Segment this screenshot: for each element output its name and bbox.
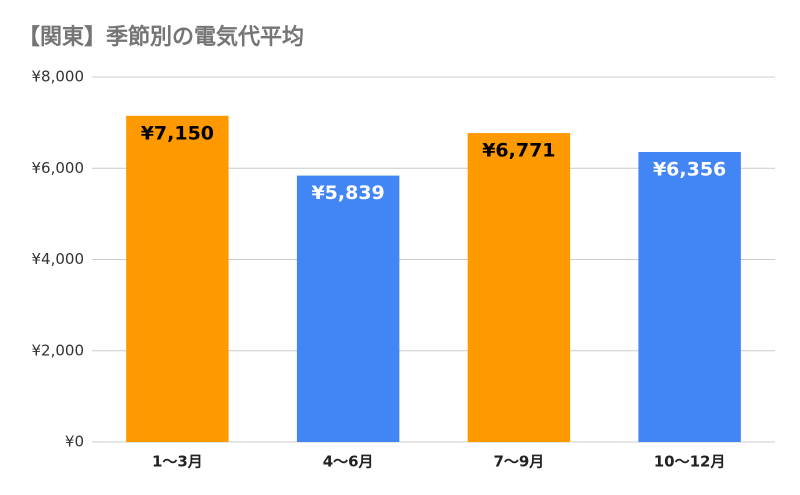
data-label: ¥7,150 xyxy=(141,122,214,144)
y-tick-label: ¥0 xyxy=(65,433,84,451)
y-tick-label: ¥4,000 xyxy=(32,250,85,268)
x-tick-label: 10〜12月 xyxy=(654,453,726,471)
data-label: ¥6,771 xyxy=(482,140,555,162)
data-label: ¥6,356 xyxy=(653,159,726,181)
bar xyxy=(296,175,400,442)
y-tick-label: ¥8,000 xyxy=(32,68,85,86)
bar xyxy=(467,133,571,442)
y-tick-label: ¥6,000 xyxy=(32,159,85,177)
data-label: ¥5,839 xyxy=(311,182,384,204)
bar xyxy=(126,115,229,442)
x-tick-label: 7〜9月 xyxy=(493,453,544,471)
chart-title: 【関東】季節別の電気代平均 xyxy=(18,24,304,50)
bar xyxy=(638,152,741,442)
y-tick-label: ¥2,000 xyxy=(32,341,85,359)
x-tick-label: 4〜6月 xyxy=(323,453,374,471)
x-tick-label: 1〜3月 xyxy=(152,453,203,471)
